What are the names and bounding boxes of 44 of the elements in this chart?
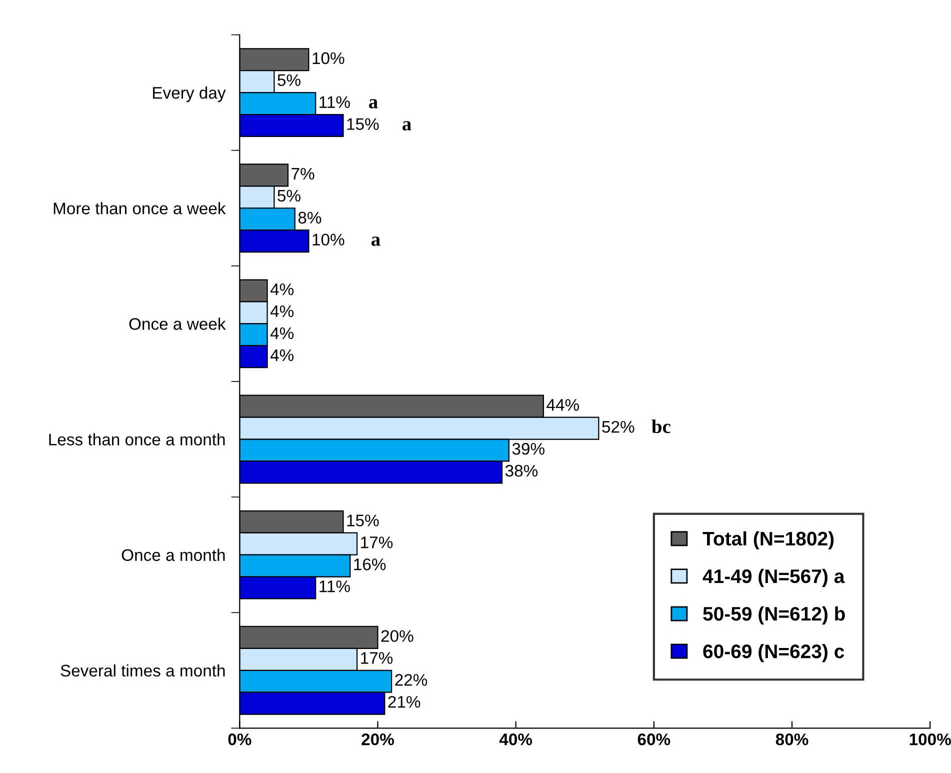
x-tick-label: 80% [776, 733, 808, 746]
legend-label: 41-49 (N=567) a [702, 568, 845, 587]
data-label: 5% [278, 74, 300, 86]
data-label: 22% [395, 674, 428, 686]
data-label: 52% [602, 420, 634, 433]
data-label: 7% [292, 168, 314, 180]
data-label: 4% [270, 305, 294, 318]
annotation: bc [652, 419, 670, 434]
x-tick-label: 40% [499, 733, 532, 746]
x-tick-label: 20% [362, 733, 394, 746]
annotation: a [402, 121, 412, 130]
data-label: 10% [312, 234, 344, 246]
y-tick-label: Once a month [122, 548, 225, 562]
annotation: a [369, 99, 378, 108]
annotation: a [371, 236, 380, 246]
legend-label: Total (N=1802) [702, 531, 834, 550]
x-tick-label: 60% [638, 733, 670, 746]
data-label: 10% [312, 52, 344, 64]
data-label: 44% [546, 399, 579, 411]
data-label: 11% [320, 580, 350, 592]
data-label: 4% [270, 327, 294, 340]
data-label: 16% [354, 558, 386, 570]
data-label: 17% [361, 536, 393, 548]
data-label: 15% [347, 118, 379, 130]
y-tick-label: Several times a month [60, 664, 225, 677]
data-label: 20% [381, 630, 414, 642]
y-tick-label: Every day [153, 86, 226, 102]
data-label: 39% [512, 442, 544, 455]
legend-label: 60-69 (N=623) c [703, 644, 844, 662]
data-label: 21% [388, 696, 420, 708]
data-label: 4% [270, 349, 294, 362]
data-label: 5% [278, 190, 300, 202]
x-tick-label: 0% [228, 733, 252, 746]
data-label: 15% [347, 514, 379, 526]
y-tick-label: Once a week [129, 318, 226, 330]
y-tick-label: Less than once a month [49, 433, 225, 446]
x-tick-label: 100% [910, 733, 951, 746]
data-label: 17% [361, 652, 393, 664]
data-label: 38% [505, 464, 538, 477]
y-tick-label: More than once a week [54, 202, 226, 214]
data-label: 8% [298, 212, 322, 224]
data-label: 11% [320, 96, 350, 108]
legend-label: 50-59 (N=612) b [703, 606, 845, 625]
data-label: 4% [270, 284, 294, 296]
